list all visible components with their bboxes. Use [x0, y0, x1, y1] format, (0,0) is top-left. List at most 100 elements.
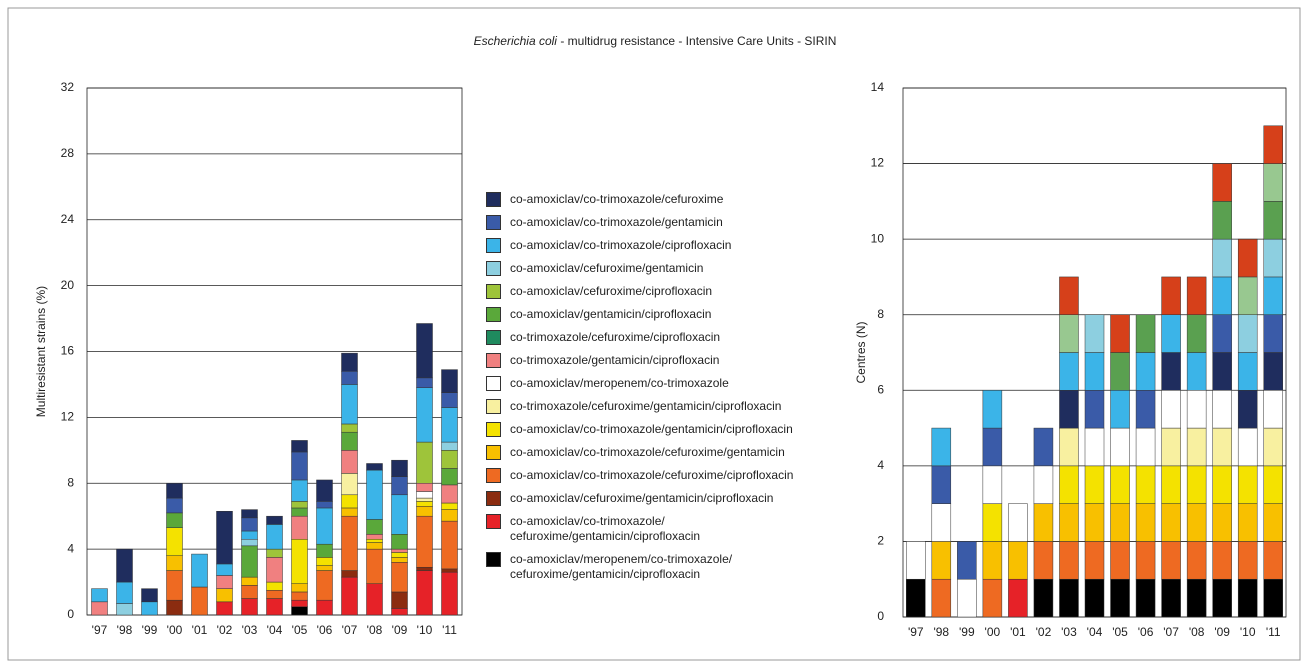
x-tick-label: '02	[1036, 625, 1052, 639]
bar-segment	[1186, 578, 1207, 618]
legend-swatch	[486, 261, 501, 276]
bar-segment	[391, 548, 408, 553]
bar-segment	[1059, 352, 1079, 391]
bar-segment	[1033, 427, 1054, 467]
bar-segment	[266, 524, 283, 550]
bar-segment	[291, 507, 308, 517]
bar-segment	[1263, 390, 1283, 429]
bar-segment	[1186, 390, 1207, 429]
legend-entry: co-amoxiclav/co-trimoxazole/cefuroxime/c…	[486, 468, 856, 483]
bar-segment	[1059, 578, 1079, 618]
bar-segment	[982, 465, 1003, 504]
x-tick-label: '11	[1266, 625, 1281, 639]
bar-segment	[216, 563, 233, 576]
bar-segment	[416, 377, 433, 388]
bar-segment	[1212, 201, 1232, 240]
bar-segment	[416, 441, 433, 484]
y-tick-label: 6	[877, 382, 884, 396]
x-tick-label: '04	[267, 623, 283, 637]
bar-segment	[982, 503, 1003, 542]
legend-swatch	[486, 422, 501, 437]
bar-segment	[1212, 541, 1232, 580]
legend-label: co-trimoxazole/cefuroxime/gentamicin/cip…	[510, 399, 782, 413]
bar-segment	[1059, 427, 1079, 467]
bar-segment	[1059, 276, 1079, 315]
bar-segment	[441, 520, 458, 570]
bar-segment	[241, 538, 258, 547]
bar-segment	[1212, 238, 1232, 278]
bar-segment	[366, 469, 383, 520]
bar-segment	[1110, 578, 1130, 618]
bar-segment	[1008, 541, 1028, 580]
bar-segment	[166, 512, 183, 528]
bar-segment	[391, 494, 408, 535]
y-tick-label: 10	[871, 231, 885, 245]
bar-segment	[1008, 578, 1028, 618]
bar-segment	[416, 483, 433, 492]
legend-swatch	[486, 468, 501, 483]
legend-entry: co-amoxiclav/cefuroxime/gentamicin	[486, 261, 856, 276]
bar-segment	[1212, 427, 1232, 467]
legend-label: co-amoxiclav/co-trimoxazole/cefuroxime/c…	[510, 468, 794, 482]
bar-segment	[291, 606, 308, 616]
bar-segment	[1161, 427, 1181, 467]
legend-label: co-trimoxazole/cefuroxime/ciprofloxacin	[510, 330, 721, 344]
bar-segment	[441, 571, 458, 616]
bar-segment	[416, 506, 433, 517]
bar-segment	[166, 483, 183, 499]
bar-segment	[1059, 503, 1079, 542]
bar-segment	[416, 566, 433, 571]
legend-swatch	[486, 215, 501, 230]
bar-segment	[1186, 352, 1207, 391]
y-tick-label: 0	[877, 609, 884, 623]
legend-entry: co-amoxiclav/meropenem/co-trimoxazole	[486, 376, 856, 391]
bar-segment	[1135, 427, 1156, 467]
legend-entry: co-trimoxazole/cefuroxime/gentamicin/cip…	[486, 399, 856, 414]
title-species: Escherichia coli	[474, 34, 558, 48]
bar-segment	[416, 491, 433, 499]
bar-segment	[441, 568, 458, 573]
bar-segment	[291, 538, 308, 584]
legend-swatch	[486, 376, 501, 391]
bar-segment	[957, 541, 977, 580]
bar-segment	[1110, 541, 1130, 580]
bar-segment	[391, 557, 408, 563]
bar-segment	[1263, 541, 1283, 580]
bar-segment	[957, 578, 977, 618]
y-tick-label: 12	[61, 410, 75, 424]
legend-entry: co-amoxiclav/co-trimoxazole/ cefuroxime/…	[486, 514, 856, 544]
bar-segment	[1237, 541, 1258, 580]
bar-segment	[266, 557, 283, 583]
bar-segment	[316, 570, 333, 601]
legend-entry: co-amoxiclav/co-trimoxazole/gentamicin	[486, 215, 856, 230]
bar-segment	[906, 578, 926, 618]
x-tick-label: '98	[933, 625, 949, 639]
bar-segment	[931, 578, 952, 618]
bar-segment	[291, 479, 308, 502]
bar-segment	[1237, 314, 1258, 353]
bar-segment	[316, 557, 333, 566]
bar-segment	[291, 599, 308, 608]
y-axis-label: Centres (N)	[854, 321, 868, 383]
x-tick-label: '97	[908, 625, 924, 639]
bar-segment	[1263, 238, 1283, 278]
bar-segment	[1263, 125, 1283, 164]
bar-segment	[366, 463, 383, 471]
y-tick-label: 20	[61, 278, 75, 292]
bar-segment	[391, 608, 408, 616]
x-tick-label: '03	[242, 623, 258, 637]
bar-segment	[266, 548, 283, 558]
y-tick-label: 32	[61, 80, 75, 94]
legend-swatch	[486, 353, 501, 368]
bar-segment	[391, 552, 408, 558]
bar-segment	[416, 323, 433, 379]
legend-swatch	[486, 192, 501, 207]
legend-label: co-amoxiclav/cefuroxime/ciprofloxacin	[510, 284, 713, 298]
bar-segment	[316, 599, 333, 616]
bar-segment	[1212, 465, 1232, 504]
bar-segment	[441, 441, 458, 451]
bar-segment	[1008, 503, 1028, 542]
legend-label: co-amoxiclav/meropenem/co-trimoxazole/ c…	[510, 552, 733, 581]
legend-swatch	[486, 445, 501, 460]
bar-segment	[1263, 465, 1283, 504]
